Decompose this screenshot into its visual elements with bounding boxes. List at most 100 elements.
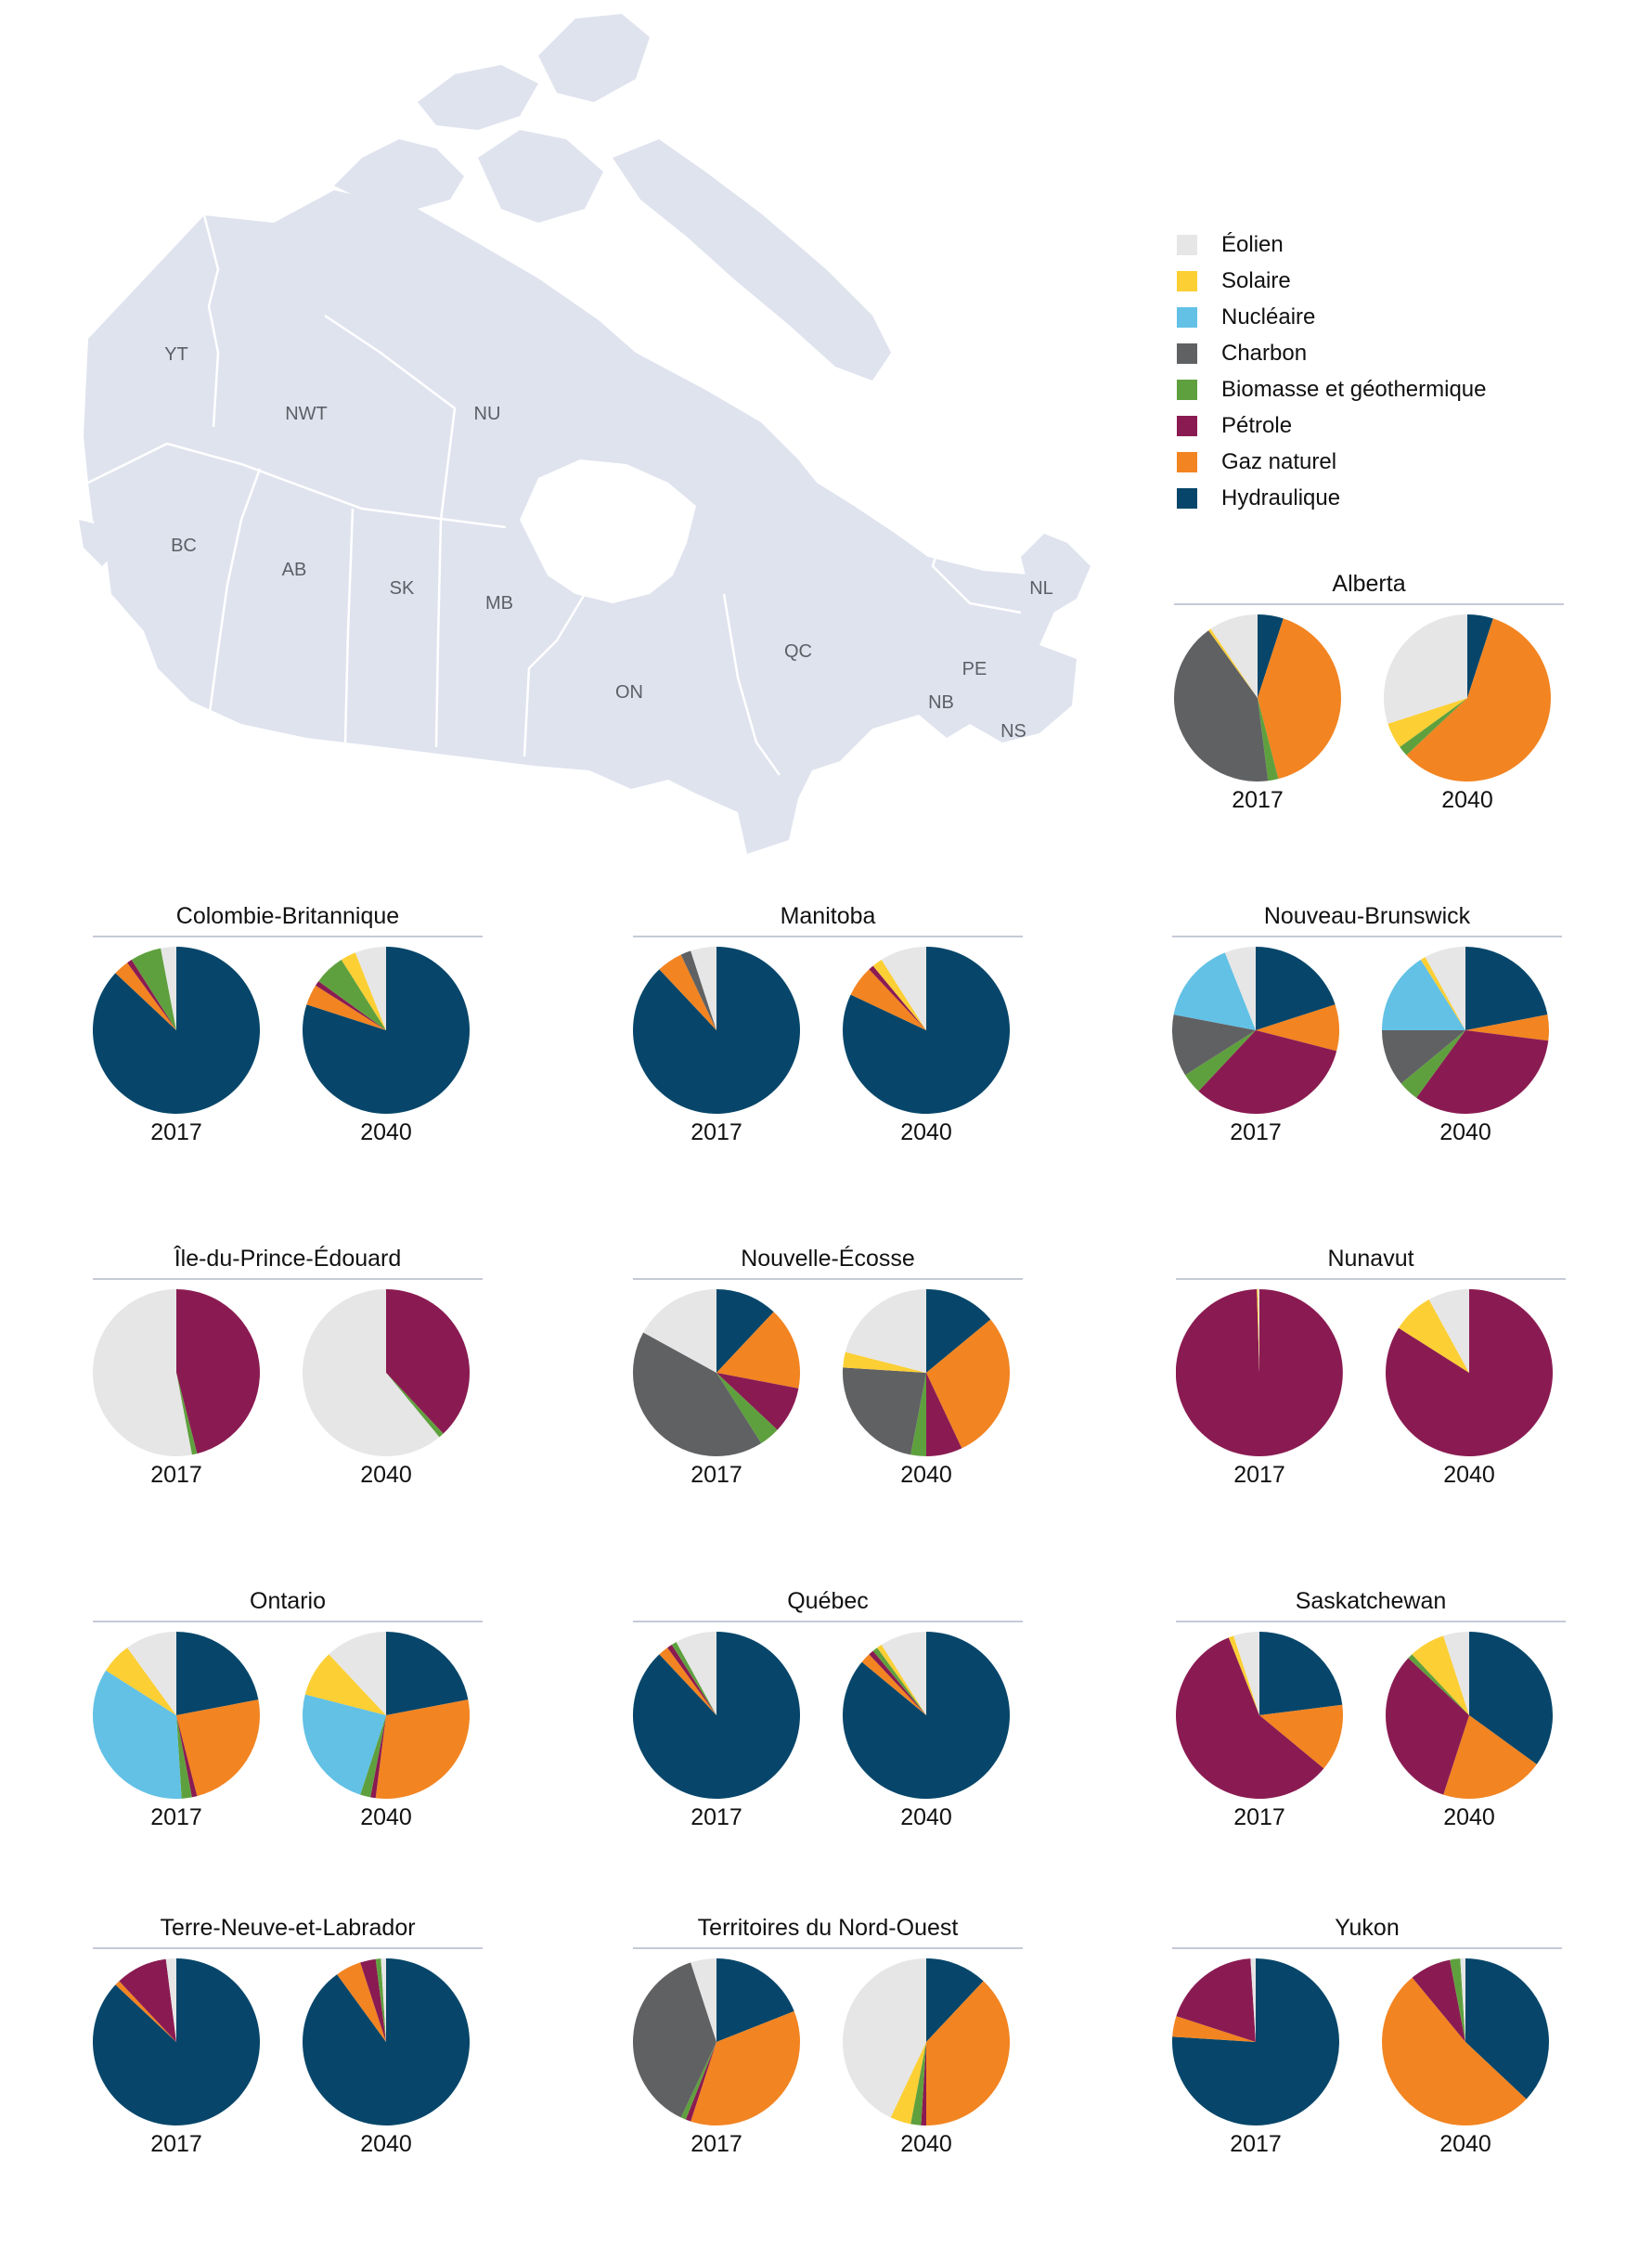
pie-slice-wind xyxy=(881,947,926,1030)
map-label-ns: NS xyxy=(1000,721,1026,742)
pie-pair xyxy=(1172,1958,1550,2125)
map-baffin-island xyxy=(613,139,891,381)
pie-slice-wind xyxy=(881,1632,926,1715)
legend-item-biomass: Biomasse et géothermique xyxy=(1177,371,1487,407)
pie-saskatchewan-2017 xyxy=(1176,1632,1344,1799)
year-label-2040: 2040 xyxy=(1441,787,1493,813)
year-label-2040: 2040 xyxy=(1443,1462,1495,1488)
panel-nunavut: Nunavut 2017 2040 xyxy=(1176,1243,1566,1488)
pie-slice-hydro xyxy=(386,1632,469,1715)
pie-slice-hydro xyxy=(93,947,260,1114)
pie-slice-hydro xyxy=(1258,614,1284,698)
pie-slice-gas xyxy=(690,2010,801,2126)
pie-slice-solar xyxy=(1228,1635,1259,1715)
pie-slice-biomass xyxy=(1400,1030,1465,1098)
year-label-2017: 2017 xyxy=(1230,2131,1282,2157)
panel-colombie-britannique: Colombie-Britannique 2017 2040 xyxy=(93,900,483,1145)
year-label-2040: 2040 xyxy=(900,2131,952,2157)
pie-slice-solar xyxy=(304,1654,386,1715)
map-arctic-island-a xyxy=(334,139,464,209)
pie-slice-gas xyxy=(1443,1715,1537,1800)
legend-swatch-solar xyxy=(1177,270,1197,291)
pie-slice-biomass xyxy=(1185,1030,1256,1092)
panel-nouveau-brunswick: Nouveau-Brunswick 2017 2040 xyxy=(1172,900,1562,1145)
pie-colombie-britannique-2017 xyxy=(93,947,260,1114)
pie-slice-hydro xyxy=(1172,1958,1340,2125)
year-label-2040: 2040 xyxy=(1439,2131,1491,2157)
border-nwt-nu xyxy=(324,314,457,521)
pie-ile-du-prince-edouard-2040 xyxy=(303,1289,471,1456)
pie-slice-wind xyxy=(127,1632,176,1715)
title-rule xyxy=(93,936,483,937)
pie-slice-solar xyxy=(106,1647,176,1715)
legend-swatch-wind xyxy=(1177,234,1197,255)
year-label-2017: 2017 xyxy=(690,2131,742,2157)
pie-quebec-2017 xyxy=(633,1632,800,1799)
pie-slice-solar xyxy=(843,1351,926,1373)
legend-label-solar: Solaire xyxy=(1221,267,1291,293)
border-sk-mb xyxy=(434,519,443,748)
panel-title: Manitoba xyxy=(780,903,876,929)
title-rule xyxy=(1174,603,1564,605)
pie-slice-wind xyxy=(690,1958,716,2042)
year-label-2017: 2017 xyxy=(150,1462,202,1488)
pie-slice-coal xyxy=(1382,1030,1465,1084)
year-label-2040: 2040 xyxy=(360,1462,412,1488)
pie-slice-hydro xyxy=(716,1958,794,2042)
legend-item-hydro: Hydraulique xyxy=(1177,480,1487,516)
title-rule xyxy=(1172,936,1562,937)
pie-slice-hydro xyxy=(633,947,800,1114)
pie-pair xyxy=(633,1632,1010,1799)
map-label-nb: NB xyxy=(928,692,954,713)
panel-terre-neuve-et-labrador: Terre-Neuve-et-Labrador 2017 2040 xyxy=(93,1912,483,2157)
pie-slice-biomass xyxy=(680,2042,716,2120)
legend-label-oil: Pétrole xyxy=(1221,412,1293,438)
pie-slice-hydro xyxy=(176,1632,259,1715)
title-rule xyxy=(1172,1947,1562,1949)
pie-nunavut-2040 xyxy=(1386,1289,1554,1456)
panel-title: Saskatchewan xyxy=(1295,1588,1447,1614)
map-arctic-island-d xyxy=(478,130,603,223)
pie-terre-neuve-et-labrador-2017 xyxy=(93,1958,260,2125)
legend-item-nuclear: Nucléaire xyxy=(1177,299,1487,335)
pie-slice-oil xyxy=(119,1958,176,2042)
pie-slice-wind xyxy=(93,1289,192,1456)
panel-title: Nouveau-Brunswick xyxy=(1263,903,1471,929)
pie-slice-wind xyxy=(1460,1958,1465,2042)
year-label-2040: 2040 xyxy=(360,2131,412,2157)
pie-slice-biomass xyxy=(176,1373,198,1455)
pie-slice-gas xyxy=(861,1654,926,1715)
pie-slice-oil xyxy=(176,1289,260,1454)
pie-slice-wind xyxy=(165,1958,176,2042)
map-newfoundland xyxy=(1021,534,1091,613)
border-yt-nwt xyxy=(202,214,220,428)
legend-label-nuclear: Nucléaire xyxy=(1221,304,1316,329)
pie-slice-gas xyxy=(1172,2016,1256,2042)
pie-slice-wind xyxy=(1443,1632,1469,1715)
pie-slice-oil xyxy=(370,1715,386,1799)
pie-yukon-2040 xyxy=(1382,1958,1550,2125)
year-label-2017: 2017 xyxy=(690,1119,742,1145)
pie-slice-coal xyxy=(1172,1014,1256,1076)
map-arctic-island-c xyxy=(538,14,650,102)
pie-manitoba-2040 xyxy=(843,947,1011,1114)
pie-slice-wind xyxy=(1428,1289,1469,1373)
pie-nouvelle-ecosse-2040 xyxy=(843,1289,1011,1456)
pie-slice-biomass xyxy=(910,1373,926,1456)
pie-slice-gas xyxy=(115,1981,176,2042)
pie-slice-oil xyxy=(1176,1289,1343,1456)
year-label-2017: 2017 xyxy=(150,2131,202,2157)
legend-label-biomass: Biomasse et géothermique xyxy=(1221,376,1487,402)
pie-slice-biomass xyxy=(360,1715,386,1798)
pie-territoires-du-nord-ouest-2040 xyxy=(843,1958,1011,2125)
pie-saskatchewan-2040 xyxy=(1385,1632,1553,1800)
pie-slice-solar xyxy=(877,1645,926,1715)
pie-slice-oil xyxy=(176,1715,198,1798)
pie-alberta-2040 xyxy=(1383,614,1551,782)
title-rule xyxy=(633,1947,1023,1949)
pie-pair xyxy=(1172,947,1550,1115)
title-rule xyxy=(633,936,1023,937)
pie-pair xyxy=(633,947,1011,1114)
pie-slice-biomass xyxy=(910,2042,926,2125)
map-label-ab: AB xyxy=(282,560,307,580)
